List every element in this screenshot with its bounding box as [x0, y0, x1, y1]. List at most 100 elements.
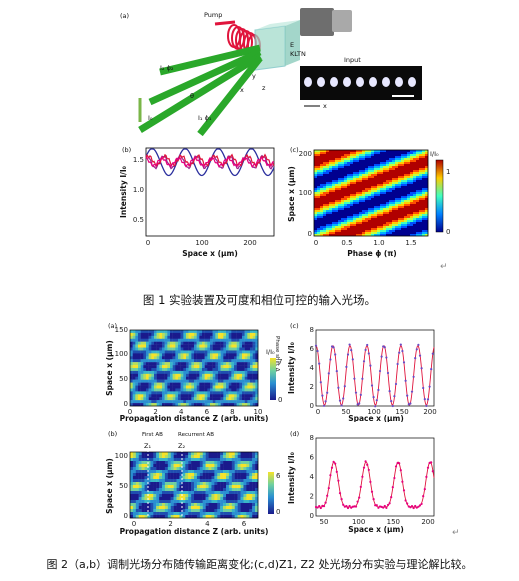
- fig2d-point: [394, 465, 398, 468]
- f2a-map-cell: [236, 353, 240, 357]
- fig1c-cell: [314, 224, 318, 227]
- fig1c-cell: [386, 226, 390, 229]
- f2a-map-cell: [156, 344, 160, 348]
- f2b-map-cell: [159, 464, 163, 468]
- f2b-map-cell: [185, 455, 189, 459]
- fig1c-cell: [344, 220, 348, 223]
- fig1c-cell: [389, 162, 393, 165]
- f2a-map-cell: [130, 370, 133, 375]
- fig1c-cell: [350, 182, 354, 185]
- f2a-map-cell: [228, 359, 232, 363]
- f2a-map-cell: [239, 344, 243, 348]
- f2a-map-cell: [156, 356, 160, 360]
- fig1c-cell: [416, 158, 420, 161]
- fig1c-cell: [392, 188, 396, 191]
- fig1c-cell: [383, 180, 387, 183]
- fig1c-cell: [353, 182, 357, 185]
- fig1c-cell: [398, 186, 402, 189]
- fig1c-cell: [374, 166, 378, 169]
- f2a-map-cell: [172, 356, 176, 360]
- f2b-map-cell: [220, 482, 224, 486]
- fig1c-cell: [326, 230, 330, 233]
- f2b-map-cell: [234, 470, 238, 474]
- fig1c-cell: [329, 204, 333, 207]
- fig1c-cell: [332, 194, 336, 197]
- fig1c-cell: [365, 230, 369, 233]
- f2a-map-cell: [138, 359, 141, 363]
- f2a-map-cell: [143, 335, 147, 339]
- f2b-map-cell: [205, 458, 209, 462]
- f2a-map-cell: [212, 368, 216, 372]
- fig1c-cell: [338, 200, 342, 203]
- fig1c-cell: [323, 180, 327, 183]
- fig1c-cell: [344, 230, 348, 233]
- f2b-map-cell: [249, 491, 253, 495]
- f2b-map-cell: [170, 458, 174, 462]
- fig1c-cell: [326, 224, 330, 227]
- fig1c-cell: [356, 230, 360, 233]
- fig1c-cell: [425, 190, 429, 193]
- f2a-map-cell: [207, 397, 211, 401]
- f2a-map-cell: [159, 356, 163, 360]
- fig2c-point: [377, 388, 380, 392]
- fig1c-cell: [344, 192, 348, 195]
- f2b-map-cell: [144, 482, 148, 486]
- fig1c-cell: [380, 186, 384, 189]
- f2b-map-cell: [147, 482, 151, 486]
- f2a-map-cell: [132, 400, 136, 404]
- fig1c-cell: [425, 180, 429, 183]
- fig1c-cell: [329, 150, 333, 153]
- fig1c-cell: [362, 192, 366, 195]
- f2a-map-cell: [220, 353, 224, 357]
- f2a-map-cell: [178, 368, 181, 372]
- fig1c-cell: [332, 226, 336, 229]
- fig1c-cell: [401, 212, 405, 215]
- fig1c-cell: [362, 208, 366, 211]
- f2a-map-cell: [175, 347, 179, 351]
- f2b-map-cell: [217, 464, 221, 468]
- f2a-map-cell: [140, 370, 144, 375]
- f2a-map-cell: [154, 373, 157, 377]
- f2a-map-cell: [228, 338, 232, 342]
- fig1c-cell: [347, 226, 351, 229]
- f2b-map-cell: [234, 491, 238, 495]
- f2a-map-cell: [143, 400, 147, 404]
- fig1c-cell: [314, 150, 318, 153]
- f2b-map-cell: [138, 464, 142, 468]
- f2a-map-cell: [180, 344, 184, 348]
- f2b-map-cell: [179, 503, 183, 507]
- fig1c-cell: [401, 150, 405, 153]
- fig2c-point: [399, 343, 402, 346]
- f2b-map-cell: [170, 455, 174, 459]
- fig1c-cell: [356, 180, 360, 183]
- f2a-map-cell: [244, 353, 248, 357]
- f2a-map-cell: [178, 394, 181, 398]
- f2b-map-cell: [141, 470, 145, 474]
- fig1c-cell: [398, 234, 402, 237]
- fig1c-cell: [341, 174, 345, 177]
- f2b-map-cell: [191, 458, 195, 462]
- f2a-map-cell: [180, 382, 184, 386]
- fig1c-cell: [419, 232, 423, 235]
- fig1c-cell: [323, 206, 327, 209]
- f2a-map-cell: [234, 330, 237, 334]
- f2a-map-cell: [250, 385, 253, 389]
- fig1c-cell: [398, 188, 402, 191]
- fig1c-cell: [419, 152, 423, 155]
- f2a-map-cell: [156, 368, 160, 372]
- fig1c-cell: [326, 188, 330, 191]
- f2b-map-cell: [159, 458, 163, 462]
- f2a-map-cell: [226, 341, 229, 345]
- f2a-map-cell: [244, 365, 248, 369]
- f2a-map-cell: [140, 391, 144, 395]
- f2a-map-cell: [199, 370, 203, 375]
- f2a-map-cell: [154, 403, 157, 407]
- f2b-map-cell: [141, 482, 145, 486]
- f2b-map-cell: [194, 452, 198, 456]
- f2b-map-cell: [130, 458, 134, 462]
- fig1c-cell: [413, 224, 417, 227]
- f2a-map-cell: [151, 365, 155, 369]
- fig1c-cell: [338, 178, 342, 181]
- fig1c-cell: [362, 160, 366, 163]
- fig1c-cell: [416, 232, 420, 235]
